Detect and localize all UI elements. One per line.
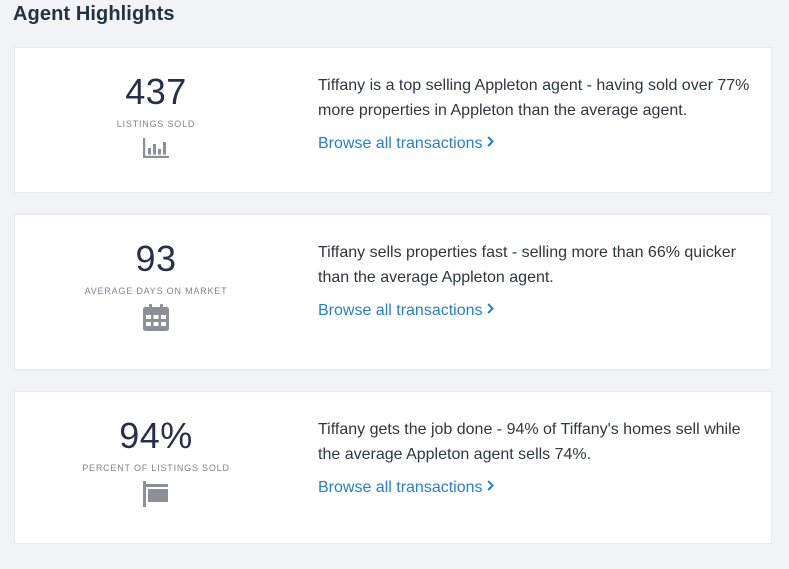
stat-block: 94% PERCENT OF LISTINGS SOLD <box>15 416 297 507</box>
calendar-icon <box>143 304 169 331</box>
highlight-description: Tiffany is a top selling Appleton agent … <box>318 77 750 119</box>
highlight-card-days-on-market: 93 AVERAGE DAYS ON MARKET Tiffany sells … <box>14 214 772 370</box>
highlight-card-percent-sold: 94% PERCENT OF LISTINGS SOLD Tiffany get… <box>14 391 772 544</box>
stat-value: 437 <box>125 71 187 112</box>
link-label: Browse all transactions <box>318 135 483 152</box>
stat-label: AVERAGE DAYS ON MARKET <box>84 286 228 296</box>
highlight-description: Tiffany sells properties fast - selling … <box>318 244 736 286</box>
link-label: Browse all transactions <box>318 479 483 496</box>
stat-value: 93 <box>135 238 177 279</box>
stat-block: 93 AVERAGE DAYS ON MARKET <box>15 239 297 331</box>
bar-chart-icon <box>143 138 169 158</box>
link-label: Browse all transactions <box>318 302 483 319</box>
browse-transactions-link[interactable]: Browse all transactions <box>318 135 494 153</box>
stat-label: LISTINGS SOLD <box>116 119 196 129</box>
highlight-card-listings-sold: 437 LISTINGS SOLD Tiffany is a top selli… <box>14 47 772 193</box>
chevron-right-icon <box>486 480 494 491</box>
browse-transactions-link[interactable]: Browse all transactions <box>318 302 494 320</box>
stat-block: 437 LISTINGS SOLD <box>15 72 297 159</box>
page-title: Agent Highlights <box>13 3 175 25</box>
sign-post-icon <box>143 481 168 507</box>
stat-label: PERCENT OF LISTINGS SOLD <box>82 463 230 473</box>
browse-transactions-link[interactable]: Browse all transactions <box>318 479 494 497</box>
chevron-right-icon <box>486 136 494 147</box>
stat-value: 94% <box>119 415 193 456</box>
chevron-right-icon <box>486 303 494 314</box>
highlight-description: Tiffany gets the job done - 94% of Tiffa… <box>318 421 741 463</box>
